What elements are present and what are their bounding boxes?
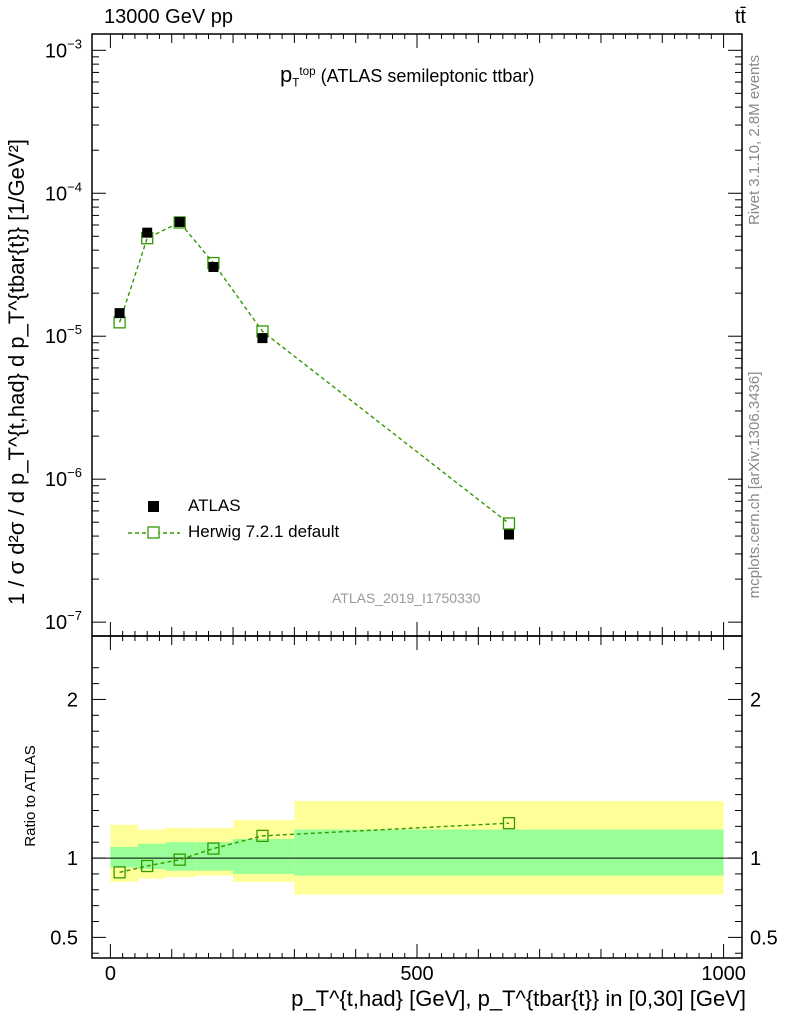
x-tick-label: 1000 <box>701 963 746 985</box>
ratio-herwig-point <box>141 859 154 873</box>
y-tick-label: 10−4 <box>45 179 82 205</box>
ratio-panel-frame <box>91 635 743 959</box>
axis-ticks: 0 500 1000 10−7 10−6 10−5 10−4 10−3 0.5 0.5 1 1 2 2 <box>45 34 778 985</box>
ratio-band-inner <box>137 843 166 870</box>
ratio-tick-label-right: 1 <box>750 848 761 870</box>
ratio-herwig-point <box>256 829 269 843</box>
legend-entry-atlas: ATLAS <box>188 496 241 515</box>
y-tick-label: 10−5 <box>45 322 82 348</box>
ratio-tick-label-right: 0.5 <box>750 927 778 949</box>
atlas-data-point <box>208 261 219 272</box>
ratio-tick-label-left: 1 <box>67 848 78 870</box>
legend-atlas-marker <box>148 501 159 512</box>
ratio-herwig-line <box>119 822 510 874</box>
plot-title-symbol: p <box>280 62 293 87</box>
ratio-band-inner <box>233 839 295 874</box>
ratio-herwig-series <box>113 817 516 879</box>
main-panel-frame <box>91 33 743 637</box>
ratio-tick-label-right: 2 <box>750 689 761 711</box>
ratio-tick-label-left: 2 <box>67 689 78 711</box>
atlas-data-point <box>503 529 514 540</box>
herwig-series <box>113 216 516 530</box>
plot-title-superscript: top <box>299 65 316 78</box>
ratio-herwig-point <box>113 866 126 879</box>
plot-title-subscript: T <box>292 76 300 90</box>
atlas-data-point <box>114 308 125 319</box>
herwig-line <box>118 221 510 525</box>
legend-entry-herwig: Herwig 7.2.1 default <box>188 522 340 541</box>
y-axis-label-main: 1 / σ d²σ / d p_T^{t,had} d p_T^{tbar{t}… <box>4 138 29 606</box>
ratio-uncertainty-bands <box>110 800 724 895</box>
y-tick-label: 10−6 <box>45 465 82 491</box>
y-axis-label-ratio: Ratio to ATLAS <box>22 745 39 847</box>
x-tick-label: 0 <box>105 963 116 985</box>
atlas-data-point <box>142 227 153 238</box>
atlas-data-series <box>114 216 514 540</box>
atlas-data-point <box>257 333 268 344</box>
side-text-rivet: Rivet 3.1.10, 2.8M events <box>746 54 763 226</box>
plot-title: pTtop (ATLAS semileptonic ttbar) <box>280 62 535 90</box>
header-energy-label: 13000 GeV pp <box>104 6 233 28</box>
ratio-tick-label-left: 0.5 <box>50 927 78 949</box>
x-tick-label: 500 <box>400 963 433 985</box>
y-tick-label: 10−7 <box>45 608 82 634</box>
legend-herwig-marker <box>147 526 160 539</box>
ratio-band-inner <box>294 829 724 876</box>
side-text-mcplots: mcplots.cern.ch [arXiv:1306.3436] <box>746 371 763 599</box>
herwig-point <box>173 216 186 229</box>
y-tick-label: 10−3 <box>45 36 82 62</box>
plot-title-detail: (ATLAS semileptonic ttbar) <box>320 66 535 86</box>
ratio-herwig-point <box>173 853 186 866</box>
ratio-band-inner <box>110 846 138 868</box>
analysis-watermark: ATLAS_2019_I1750330 <box>332 590 481 606</box>
atlas-data-point <box>174 216 185 227</box>
legend-markers <box>128 501 180 539</box>
herwig-point <box>502 517 516 530</box>
x-axis-label: p_T^{t,had} [GeV], p_T^{tbar{t}} in [0,3… <box>291 986 746 1011</box>
ratio-herwig-point <box>207 842 220 855</box>
ratio-band-inner <box>196 842 234 871</box>
ratio-band-inner <box>165 842 197 871</box>
header-process-label: tt̄ <box>734 6 746 28</box>
ratio-herwig-point <box>502 817 516 830</box>
